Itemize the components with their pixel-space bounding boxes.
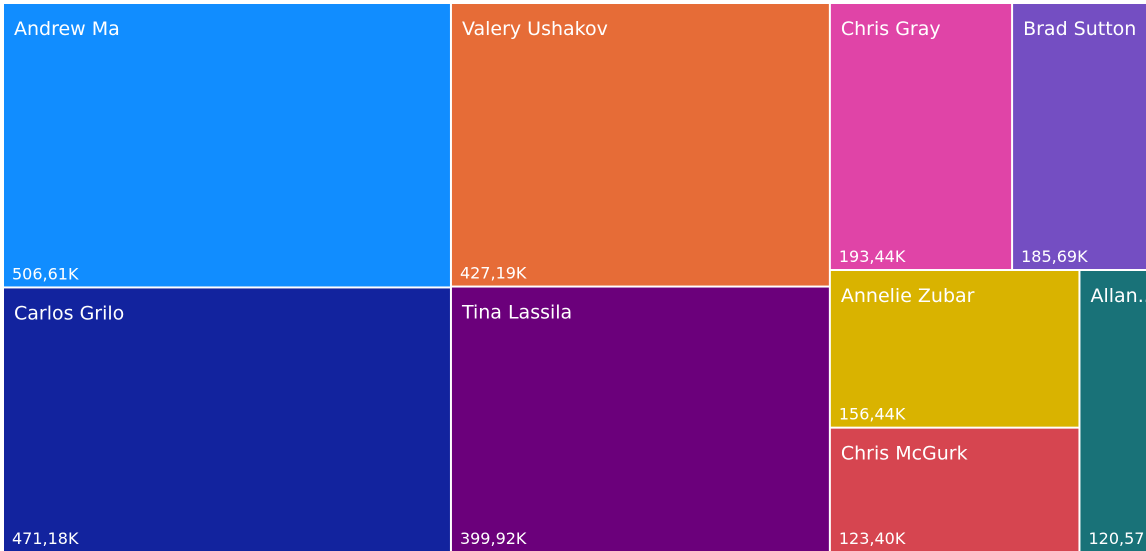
tile-name: Valery Ushakov — [462, 18, 608, 40]
tile: Annelie Zubar 156,44K — [830, 271, 1079, 427]
tile-value: 185,69K — [1021, 247, 1088, 266]
tile-rect — [830, 4, 1012, 270]
tile-name: Tina Lassila — [461, 302, 572, 324]
tile-rect — [4, 4, 450, 287]
tile-rect — [830, 271, 1079, 427]
tile-value: 399,92K — [460, 529, 527, 548]
tile-value: 506,61K — [12, 264, 79, 283]
tile-name: Chris McGurk — [841, 443, 968, 465]
tile: Valery Ushakov 427,19K — [451, 4, 829, 286]
tile-rect — [4, 288, 450, 551]
tile: Allan... 120,57K — [1080, 271, 1146, 551]
tile-value: 427,19K — [460, 264, 527, 283]
tile-value: 471,18K — [12, 529, 79, 548]
tile-value: 193,44K — [839, 247, 906, 266]
tile-value: 123,40K — [839, 529, 906, 548]
tile-rect — [1080, 271, 1146, 551]
tile: Carlos Grilo 471,18K — [4, 288, 450, 551]
tile-name: Andrew Ma — [14, 18, 120, 40]
tile-name: Allan... — [1090, 285, 1146, 307]
tile-rect — [451, 287, 829, 551]
tile: Chris McGurk 123,40K — [830, 428, 1079, 551]
tile-name: Carlos Grilo — [14, 302, 124, 324]
tile: Andrew Ma 506,61K — [4, 4, 450, 287]
tile-rect — [830, 428, 1079, 551]
tile-name: Brad Sutton — [1023, 18, 1136, 40]
tile-rect — [451, 4, 829, 286]
tile-name: Annelie Zubar — [841, 285, 975, 307]
tile-rect — [1013, 4, 1146, 270]
tile: Tina Lassila 399,92K — [451, 287, 829, 551]
tile-name: Chris Gray — [841, 18, 941, 40]
tile: Chris Gray 193,44K — [830, 4, 1012, 270]
tile-value: 120,57K — [1088, 529, 1146, 548]
tile: Brad Sutton 185,69K — [1013, 4, 1146, 270]
tile-value: 156,44K — [839, 405, 906, 424]
